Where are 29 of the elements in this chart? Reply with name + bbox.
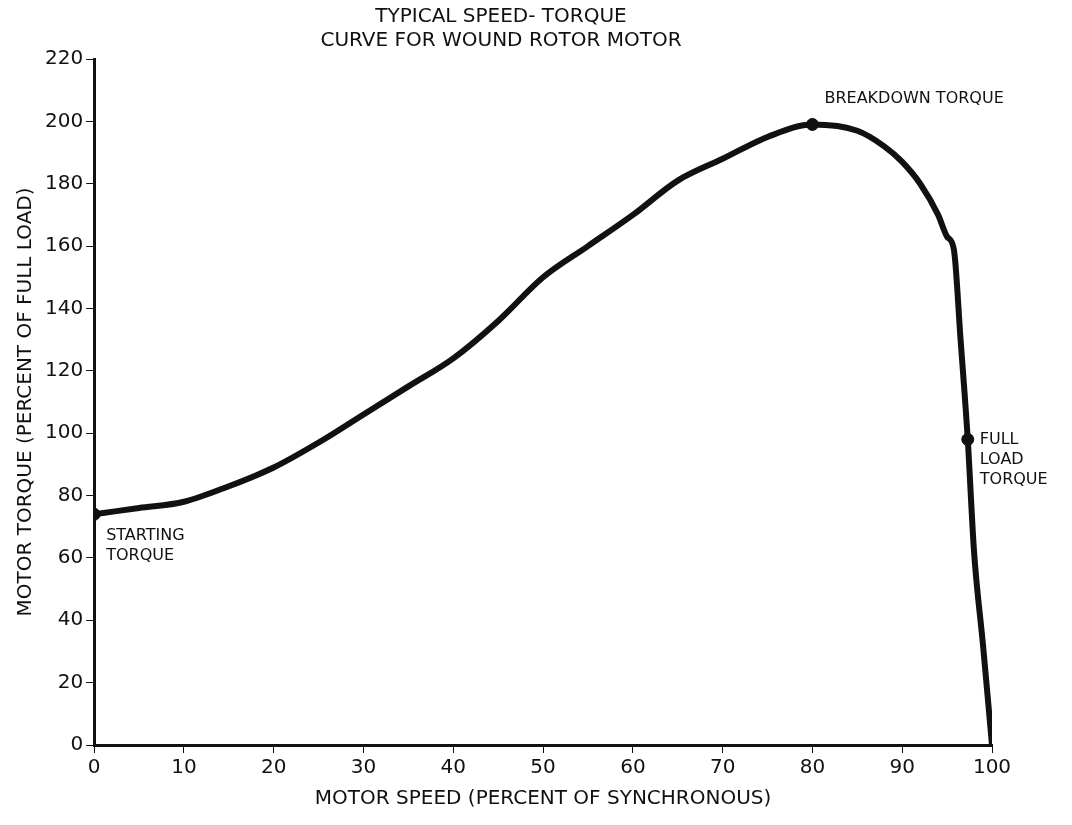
x-tick-label: 50 xyxy=(530,754,556,779)
x-tick-label: 20 xyxy=(261,754,287,779)
y-tick-label: 200 xyxy=(44,107,84,132)
x-tick-label: 30 xyxy=(350,754,377,779)
y-tick-label: 80 xyxy=(57,481,84,506)
x-axis-title: MOTOR SPEED (PERCENT OF SYNCHRONOUS) xyxy=(314,785,772,810)
x-tick-label: 40 xyxy=(440,754,467,779)
x-tick-label: 60 xyxy=(620,754,646,779)
y-tick-label: 220 xyxy=(44,45,84,70)
y-tick-label: 0 xyxy=(70,731,84,756)
annotation: FULL LOAD TORQUE xyxy=(978,428,1048,488)
x-tick-label: 100 xyxy=(972,754,1012,779)
y-tick-label: 140 xyxy=(44,294,84,319)
x-tick-label: 70 xyxy=(709,754,736,779)
y-tick-label: 60 xyxy=(57,544,84,569)
y-tick-label: 100 xyxy=(44,419,84,444)
y-tick-label: 180 xyxy=(44,169,84,194)
x-tick-label: 0 xyxy=(87,754,101,779)
x-tick-label: 90 xyxy=(889,754,915,779)
annotation: STARTING TORQUE xyxy=(105,525,185,565)
y-tick-label: 120 xyxy=(44,357,84,382)
y-tick-label: 160 xyxy=(44,232,84,257)
y-axis-title: MOTOR TORQUE (PERCENT OF FULL LOAD) xyxy=(12,187,37,617)
x-tick-label: 80 xyxy=(799,754,826,779)
chart-title: TYPICAL SPEED- TORQUE CURVE FOR WOUND ROTOR MOTOR xyxy=(320,3,682,52)
y-tick-label: 20 xyxy=(57,668,84,693)
x-tick-label: 10 xyxy=(171,754,197,779)
y-tick-label: 40 xyxy=(57,606,84,631)
annotation: BREAKDOWN TORQUE xyxy=(824,87,1004,107)
